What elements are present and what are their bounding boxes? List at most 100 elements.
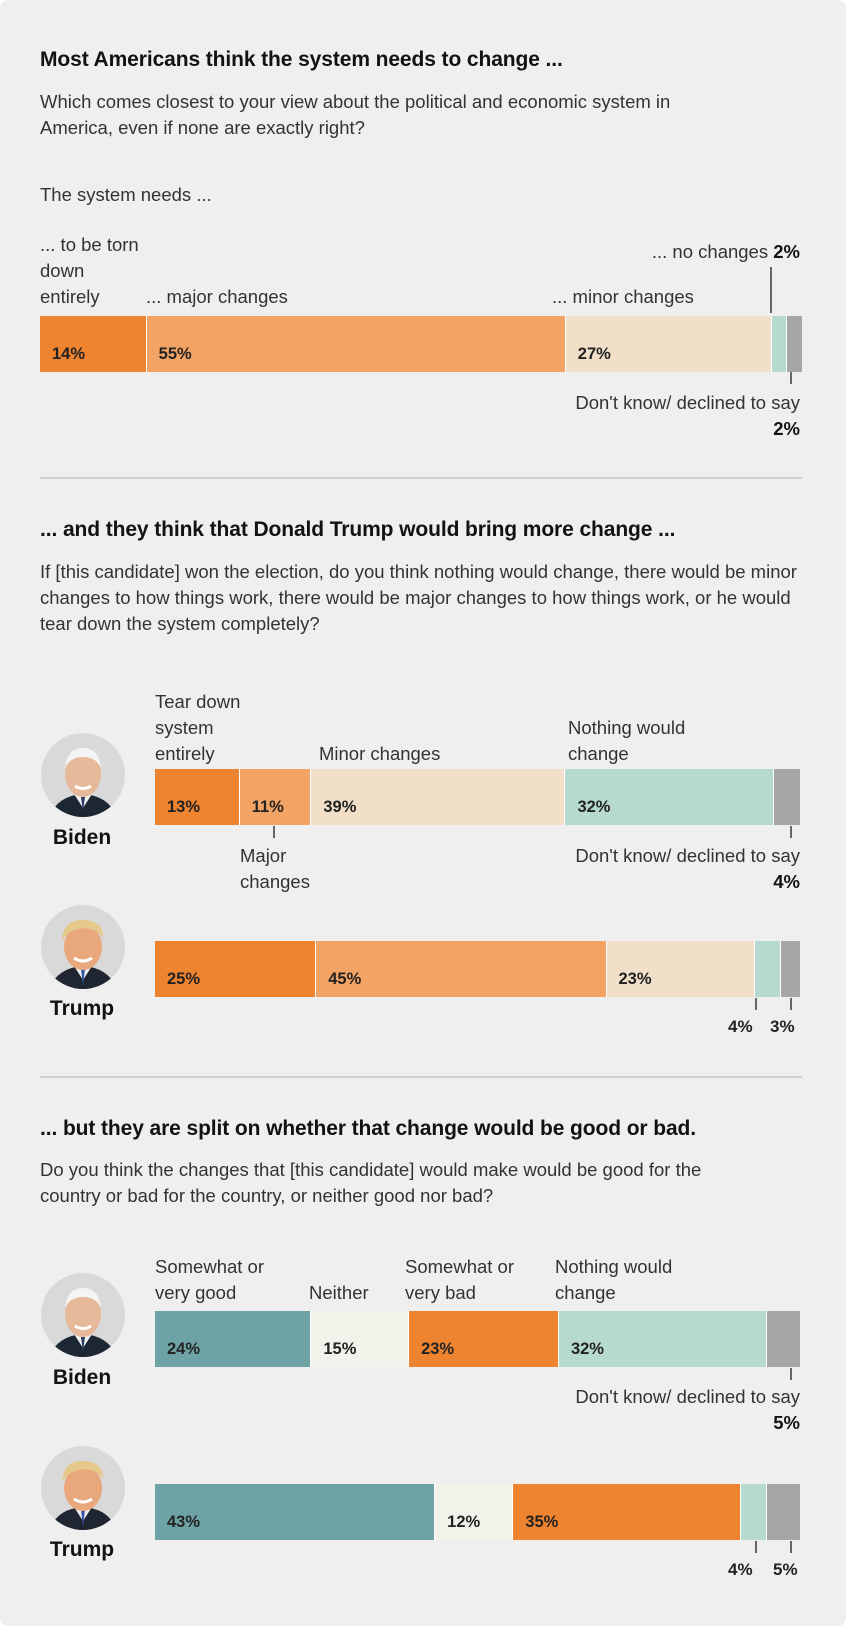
divider-1	[40, 477, 802, 479]
label-tear-down: Tear down system entirely	[155, 691, 241, 764]
bar-value-label: 55%	[158, 345, 192, 363]
bar-segment-torn_down: 25%	[155, 941, 317, 997]
bar-value-label: 24%	[167, 1340, 201, 1358]
biden-avatar	[40, 732, 126, 823]
bar-trump-change: 25% 45% 23%	[155, 941, 800, 997]
biden-avatar-s3	[40, 1272, 126, 1363]
bar-value-label: 23%	[421, 1340, 455, 1358]
label-dont-know-s2: Don't know/ declined to say 4%	[560, 843, 800, 895]
label-major-changes: ... major changes	[146, 286, 288, 307]
label-no-changes-text: ... no changes	[651, 241, 769, 262]
bar-segment-dont_know	[767, 1484, 800, 1540]
tick-major-changes	[273, 826, 275, 838]
bar-segment-major: 55%	[146, 316, 566, 372]
bar-value-label: 15%	[323, 1340, 357, 1358]
bar-value-label: 25%	[167, 970, 201, 988]
biden-name-s3: Biden	[52, 1366, 112, 1389]
bar-value-label: 32%	[577, 798, 611, 816]
label-dont-know-s3-pct: 5%	[773, 1412, 800, 1433]
divider-2	[40, 1076, 802, 1078]
label-bad: Somewhat or very bad	[405, 1256, 514, 1303]
section1-question: Which comes closest to your view about t…	[40, 91, 671, 138]
bar-value-label: 23%	[618, 970, 652, 988]
label-dont-know-s2-pct: 4%	[773, 871, 800, 892]
tick-trump-dont-know-s2	[790, 998, 792, 1010]
bar-all: 14% 55% 27%	[40, 316, 802, 372]
bar-value-label: 35%	[525, 1513, 559, 1531]
bar-segment-neither: 15%	[311, 1311, 410, 1367]
tick-trump-dont-know-s3	[790, 1541, 792, 1553]
bar-segment-dont_know	[767, 1311, 800, 1367]
label-dont-know-s1-pct: 2%	[773, 418, 800, 439]
biden-name-s2: Biden	[52, 826, 112, 849]
bar-segment-good: 24%	[155, 1311, 312, 1367]
label-minor-changes: ... minor changes	[552, 286, 694, 307]
bar-segment-bad: 35%	[513, 1484, 742, 1540]
bar-trump-effect: 43% 12% 35%	[155, 1484, 800, 1540]
label-dont-know-s1: Don't know/ declined to say 2%	[560, 390, 800, 442]
label-torn-down: ... to be torn down entirely	[40, 234, 139, 307]
label-nothing-s3: Nothing would change	[555, 1256, 673, 1303]
tick-trump-nothing-s3	[755, 1541, 757, 1553]
tick-dont-know-s1	[790, 372, 792, 384]
bar-value-label: 12%	[447, 1513, 481, 1531]
bar-segment-torn_down: 14%	[40, 316, 147, 372]
label-trump-dont-know-pct-s3: 5%	[773, 1560, 798, 1579]
label-no-changes: ... no changes 2%	[652, 239, 800, 265]
label-neither: Neither	[309, 1282, 369, 1303]
bar-value-label: 13%	[167, 798, 201, 816]
bar-value-label: 11%	[251, 798, 284, 816]
bar-segment-major: 45%	[316, 941, 607, 997]
bar-segment-bad: 23%	[409, 1311, 559, 1367]
bar-segment-minor: 39%	[311, 769, 566, 825]
trump-avatar-s3	[40, 1445, 126, 1536]
bar-segment-nothing	[771, 316, 787, 372]
bar-value-label: 14%	[52, 345, 86, 363]
bar-segment-nothing	[754, 941, 781, 997]
bar-biden-effect: 24% 15% 23% 32%	[155, 1311, 800, 1367]
section3-title: ... but they are split on whether that c…	[40, 1117, 697, 1140]
label-dont-know-s1-text: Don't know/ declined to say	[575, 392, 800, 413]
label-dont-know-s2-text: Don't know/ declined to say	[575, 845, 800, 866]
label-trump-nothing-pct-s3: 4%	[728, 1560, 753, 1579]
tick-dont-know-s3	[790, 1368, 792, 1380]
section1-lead: The system needs ...	[40, 184, 212, 205]
section1-title: Most Americans think the system needs to…	[40, 48, 563, 71]
bar-segment-minor: 27%	[565, 316, 772, 372]
bar-value-label: 45%	[328, 970, 362, 988]
tick-trump-nothing-s2	[755, 998, 757, 1010]
bar-value-label: 43%	[167, 1513, 201, 1531]
label-dont-know-s3-text: Don't know/ declined to say	[575, 1386, 800, 1407]
label-trump-dont-know-pct-s2: 3%	[770, 1017, 795, 1036]
bar-segment-good: 43%	[155, 1484, 436, 1540]
tick-dont-know-s2	[790, 826, 792, 838]
label-major-changes-2: Major changes	[240, 845, 310, 892]
bar-value-label: 39%	[323, 798, 357, 816]
bar-segment-dont_know	[780, 941, 800, 997]
bar-segment-torn_down: 13%	[155, 769, 240, 825]
bar-biden-change: 13% 11% 39% 32%	[155, 769, 800, 825]
section2-question: If [this candidate] won the election, do…	[40, 561, 797, 634]
section3-question: Do you think the changes that [this cand…	[40, 1159, 702, 1206]
bar-segment-nothing: 32%	[558, 1311, 768, 1367]
bar-value-label: 32%	[570, 1340, 604, 1358]
label-trump-nothing-pct-s2: 4%	[728, 1017, 753, 1036]
trump-name-s2: Trump	[49, 997, 115, 1020]
bar-value-label: 27%	[577, 345, 611, 363]
label-minor-changes-2: Minor changes	[319, 743, 441, 764]
bar-segment-nothing	[741, 1484, 768, 1540]
bar-segment-major: 11%	[239, 769, 312, 825]
bar-segment-neither: 12%	[435, 1484, 514, 1540]
trump-name-s3: Trump	[49, 1538, 115, 1561]
label-nothing-would-change: Nothing would change	[568, 717, 686, 764]
label-dont-know-s3: Don't know/ declined to say 5%	[560, 1384, 800, 1436]
bar-segment-dont_know	[773, 769, 800, 825]
bar-segment-nothing: 32%	[565, 769, 774, 825]
trump-avatar	[40, 904, 126, 995]
label-good: Somewhat or very good	[155, 1256, 264, 1303]
bar-segment-dont_know	[786, 316, 802, 372]
bar-segment-minor: 23%	[606, 941, 755, 997]
section2-title: ... and they think that Donald Trump wou…	[40, 518, 676, 541]
label-no-changes-pct: 2%	[773, 241, 800, 262]
